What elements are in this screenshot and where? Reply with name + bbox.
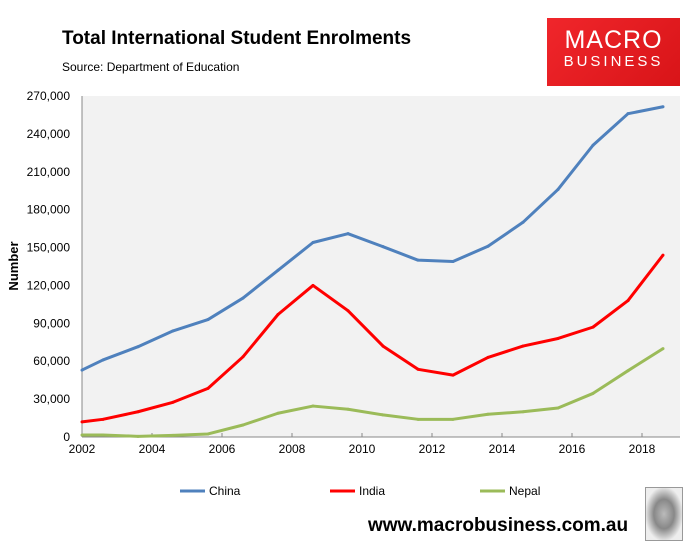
data-point-india	[486, 355, 490, 359]
data-point-india	[556, 336, 560, 340]
legend-label-nepal: Nepal	[509, 484, 540, 498]
logo-line-2: BUSINESS	[563, 53, 664, 70]
data-point-india	[80, 420, 84, 424]
y-tick-label: 180,000	[27, 203, 71, 217]
data-point-nepal	[346, 407, 350, 411]
x-tick-label: 2014	[489, 442, 516, 456]
footer-url: www.macrobusiness.com.au	[368, 515, 629, 536]
data-point-nepal	[241, 423, 245, 427]
y-tick-label: 240,000	[27, 127, 71, 141]
series-line-china	[81, 105, 664, 372]
series-line-nepal	[82, 347, 664, 438]
data-point-nepal	[311, 404, 315, 408]
data-point-india	[451, 373, 455, 377]
data-point-india	[311, 283, 315, 287]
data-point-china	[241, 296, 245, 300]
data-point-nepal	[101, 433, 105, 437]
data-point-china	[591, 143, 595, 147]
data-point-china	[276, 268, 280, 272]
data-point-india	[171, 400, 175, 404]
data-point-nepal	[171, 433, 175, 437]
data-point-nepal	[521, 410, 525, 414]
data-point-nepal	[416, 417, 420, 421]
data-point-china	[136, 345, 140, 349]
data-point-india	[346, 309, 350, 313]
x-tick-label: 2016	[559, 442, 586, 456]
y-tick-label: 150,000	[27, 241, 71, 255]
data-point-china	[101, 358, 105, 362]
x-tick-label: 2010	[349, 442, 376, 456]
y-tick-label: 210,000	[27, 165, 71, 179]
data-point-nepal	[206, 432, 210, 436]
data-point-china	[626, 112, 630, 116]
data-point-nepal	[381, 413, 385, 417]
data-point-china	[661, 105, 665, 109]
chart-title: Total International Student Enrolments	[62, 28, 412, 49]
data-point-india	[521, 344, 525, 348]
data-point-china	[486, 244, 490, 248]
y-tick-label: 60,000	[33, 354, 70, 368]
data-point-nepal	[136, 434, 140, 438]
data-point-nepal	[276, 411, 280, 415]
data-point-china	[451, 259, 455, 263]
legend-label-china: China	[209, 484, 241, 498]
data-point-nepal	[486, 412, 490, 416]
data-point-india	[416, 367, 420, 371]
data-point-india	[206, 386, 210, 390]
x-tick-label: 2002	[69, 442, 96, 456]
legend-label-india: India	[359, 484, 385, 498]
y-axis-label: Number	[6, 241, 21, 290]
data-point-china	[416, 258, 420, 262]
data-point-china	[311, 241, 315, 245]
data-point-nepal	[626, 369, 630, 373]
series-line-india	[81, 254, 665, 424]
y-tick-label: 120,000	[27, 278, 71, 292]
data-point-china	[556, 187, 560, 191]
data-point-india	[241, 355, 245, 359]
data-point-india	[661, 253, 665, 257]
data-point-india	[276, 312, 280, 316]
x-tick-label: 2008	[279, 442, 306, 456]
plot-area	[82, 96, 680, 437]
data-point-china	[381, 245, 385, 249]
data-point-nepal	[661, 347, 665, 351]
y-tick-label: 0	[63, 430, 70, 444]
x-tick-label: 2006	[209, 442, 236, 456]
macrobusiness-logo: MACRO BUSINESS	[547, 18, 680, 86]
chart-source: Source: Department of Education	[62, 60, 240, 74]
data-point-china	[171, 329, 175, 333]
data-point-india	[101, 417, 105, 421]
x-tick-label: 2012	[419, 442, 446, 456]
data-point-nepal	[556, 406, 560, 410]
x-tick-label: 2004	[139, 442, 166, 456]
data-point-nepal	[80, 433, 84, 437]
y-tick-label: 270,000	[27, 89, 71, 103]
data-point-nepal	[591, 391, 595, 395]
data-point-china	[80, 368, 84, 372]
data-point-india	[136, 410, 140, 414]
data-point-india	[626, 299, 630, 303]
data-point-china	[521, 220, 525, 224]
y-tick-label: 90,000	[33, 316, 70, 330]
data-point-china	[346, 232, 350, 236]
data-point-india	[381, 344, 385, 348]
x-tick-label: 2018	[629, 442, 656, 456]
y-tick-label: 30,000	[33, 392, 70, 406]
data-point-china	[206, 318, 210, 322]
data-point-india	[591, 325, 595, 329]
logo-line-1: MACRO	[564, 26, 663, 54]
wolf-image	[645, 487, 683, 541]
data-point-nepal	[451, 417, 455, 421]
